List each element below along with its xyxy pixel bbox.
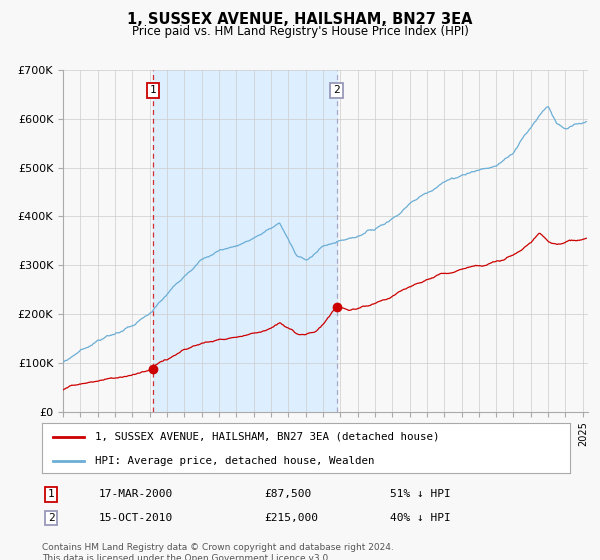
- Text: 1, SUSSEX AVENUE, HAILSHAM, BN27 3EA (detached house): 1, SUSSEX AVENUE, HAILSHAM, BN27 3EA (de…: [95, 432, 439, 442]
- Text: 17-MAR-2000: 17-MAR-2000: [99, 489, 173, 500]
- Text: £87,500: £87,500: [264, 489, 311, 500]
- Text: 51% ↓ HPI: 51% ↓ HPI: [390, 489, 451, 500]
- Text: Contains HM Land Registry data © Crown copyright and database right 2024.
This d: Contains HM Land Registry data © Crown c…: [42, 543, 394, 560]
- Text: £215,000: £215,000: [264, 513, 318, 523]
- Text: HPI: Average price, detached house, Wealden: HPI: Average price, detached house, Weal…: [95, 456, 374, 465]
- Text: 2: 2: [47, 513, 55, 523]
- Bar: [153, 70, 337, 412]
- Text: 40% ↓ HPI: 40% ↓ HPI: [390, 513, 451, 523]
- Text: 2: 2: [333, 86, 340, 96]
- Text: 1: 1: [150, 86, 157, 96]
- Text: Price paid vs. HM Land Registry's House Price Index (HPI): Price paid vs. HM Land Registry's House …: [131, 25, 469, 38]
- Text: 15-OCT-2010: 15-OCT-2010: [99, 513, 173, 523]
- Text: 1, SUSSEX AVENUE, HAILSHAM, BN27 3EA: 1, SUSSEX AVENUE, HAILSHAM, BN27 3EA: [127, 12, 473, 27]
- Text: 1: 1: [47, 489, 55, 500]
